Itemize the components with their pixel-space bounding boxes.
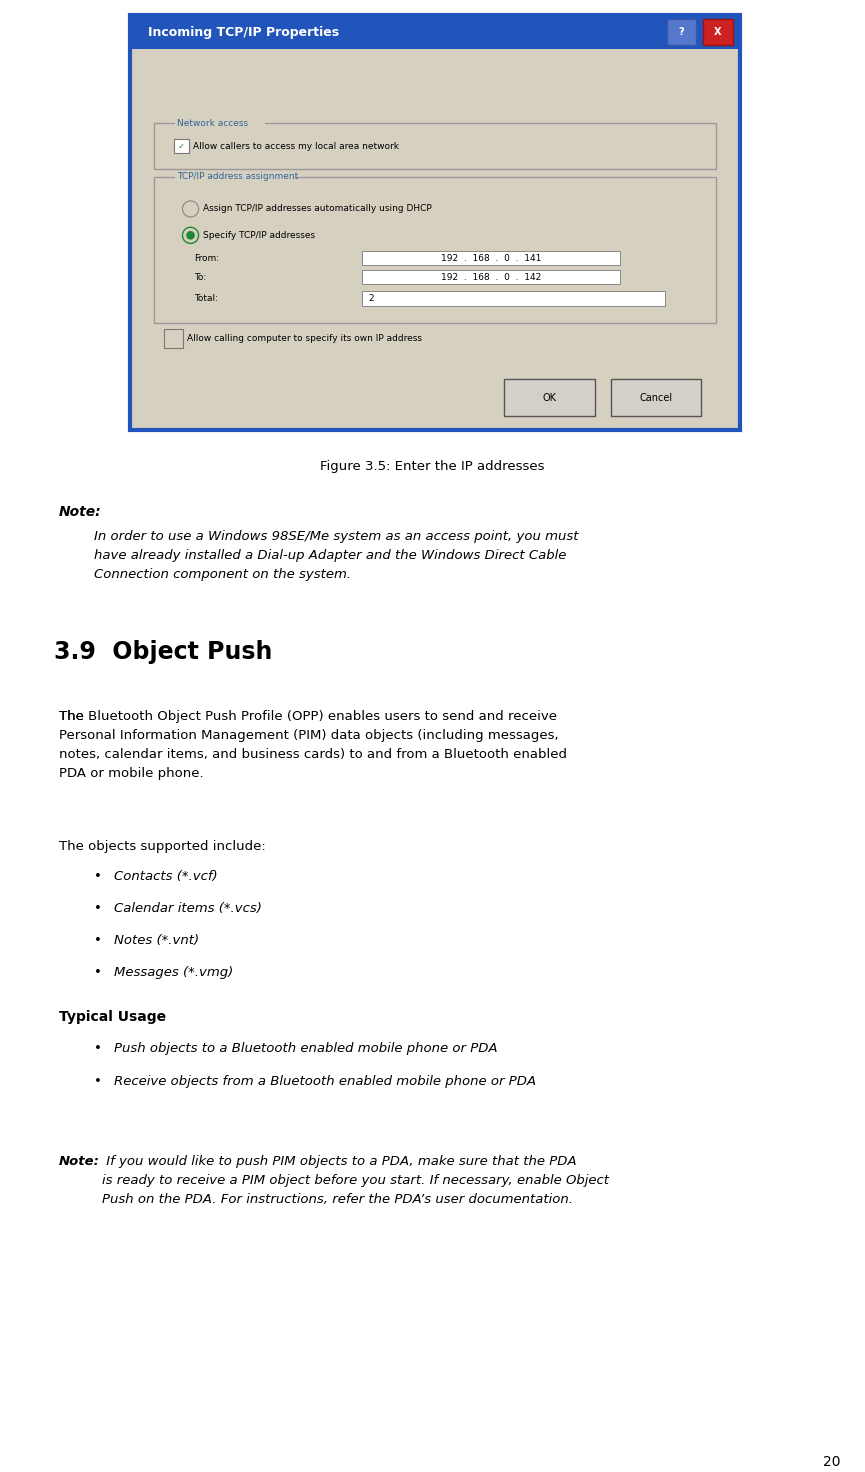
Bar (175, 118, 265, 128)
Text: ✓: ✓ (178, 141, 185, 150)
Text: OK: OK (542, 393, 556, 403)
Text: Push objects to a Bluetooth enabled mobile phone or PDA: Push objects to a Bluetooth enabled mobi… (114, 1042, 497, 1055)
Bar (130, 15, 740, 49)
Bar (130, 15, 740, 430)
Bar (362, 250, 620, 265)
Text: 20: 20 (823, 1454, 840, 1469)
Bar (154, 124, 715, 169)
Bar (667, 19, 696, 46)
Text: Note:: Note: (59, 505, 101, 520)
Text: Calendar items (*.vcs): Calendar items (*.vcs) (114, 902, 262, 916)
Text: Contacts (*.vcf): Contacts (*.vcf) (114, 870, 217, 883)
Text: •: • (93, 1075, 102, 1088)
Text: Incoming TCP/IP Properties: Incoming TCP/IP Properties (148, 25, 339, 38)
Text: •: • (93, 870, 102, 883)
Text: 3.9  Object Push: 3.9 Object Push (54, 640, 272, 664)
Text: •: • (93, 902, 102, 916)
Bar (362, 291, 665, 306)
Text: Network access: Network access (176, 119, 248, 128)
Bar (163, 328, 183, 349)
Text: X: X (714, 26, 721, 37)
Text: 192  .  168  .  0  .  142: 192 . 168 . 0 . 142 (441, 272, 541, 281)
Text: Total:: Total: (194, 294, 218, 303)
Text: The objects supported include:: The objects supported include: (59, 841, 266, 852)
Bar (154, 177, 715, 324)
Text: Specify TCP/IP addresses: Specify TCP/IP addresses (202, 231, 315, 240)
Text: 192  .  168  .  0  .  141: 192 . 168 . 0 . 141 (441, 253, 541, 262)
Bar (703, 19, 733, 46)
Text: To:: To: (194, 272, 206, 281)
Text: ?: ? (679, 26, 684, 37)
Text: From:: From: (194, 253, 219, 262)
Text: Messages (*.vmg): Messages (*.vmg) (114, 966, 233, 979)
Text: The Bluetooth Object Push Profile (OPP) enables users to send and receive
Person: The Bluetooth Object Push Profile (OPP) … (59, 710, 567, 780)
Text: 2: 2 (368, 294, 374, 303)
Text: •: • (93, 1042, 102, 1055)
FancyBboxPatch shape (504, 380, 594, 415)
Bar (174, 138, 189, 153)
Text: Cancel: Cancel (639, 393, 673, 403)
Text: Receive objects from a Bluetooth enabled mobile phone or PDA: Receive objects from a Bluetooth enabled… (114, 1075, 536, 1088)
Text: If you would like to push PIM objects to a PDA, make sure that the PDA
is ready : If you would like to push PIM objects to… (102, 1156, 609, 1206)
Text: Allow callers to access my local area network: Allow callers to access my local area ne… (193, 141, 399, 150)
Circle shape (187, 231, 194, 238)
Bar (362, 269, 620, 284)
Text: Notes (*.vnt): Notes (*.vnt) (114, 935, 199, 946)
Text: TCP/IP address assignment: TCP/IP address assignment (176, 172, 298, 181)
Text: Note:: Note: (59, 1156, 99, 1167)
Text: Allow calling computer to specify its own IP address: Allow calling computer to specify its ow… (188, 334, 422, 343)
Text: In order to use a Windows 98SE/Me system as an access point, you must
have alrea: In order to use a Windows 98SE/Me system… (93, 530, 579, 581)
Text: •: • (93, 935, 102, 946)
Text: Assign TCP/IP addresses automatically using DHCP: Assign TCP/IP addresses automatically us… (202, 205, 432, 213)
Text: Typical Usage: Typical Usage (59, 1010, 166, 1025)
Bar (175, 172, 295, 181)
Text: Figure 3.5: Enter the IP addresses: Figure 3.5: Enter the IP addresses (320, 459, 545, 473)
Text: •: • (93, 966, 102, 979)
FancyBboxPatch shape (611, 380, 702, 415)
Text: The: The (59, 710, 88, 723)
